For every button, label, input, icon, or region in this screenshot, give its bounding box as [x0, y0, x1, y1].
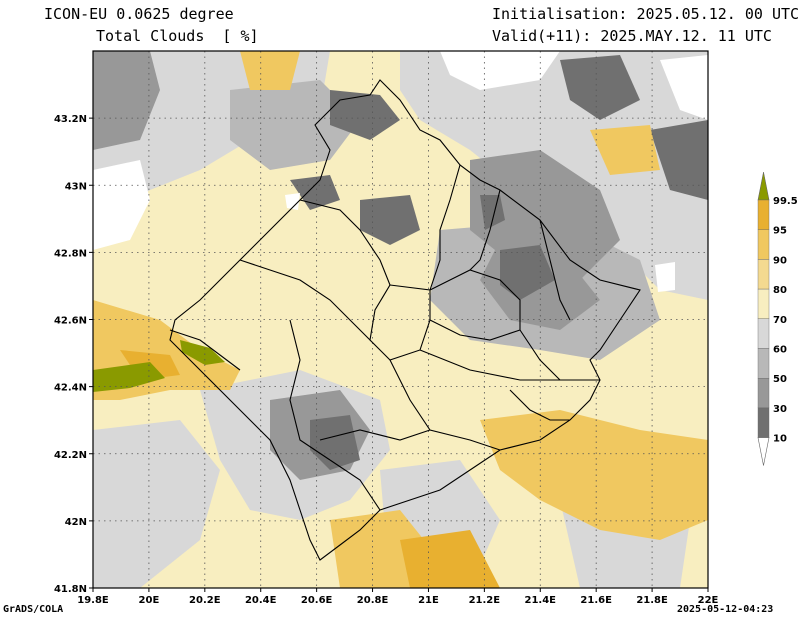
colorbar-segment	[757, 318, 770, 349]
timestamp-label: 2025-05-12-04:23	[677, 604, 774, 615]
colorbar-segment	[757, 229, 770, 260]
colorbar-label: 70	[773, 315, 787, 326]
colorbar-segment	[757, 288, 770, 320]
lat-tick-label: 42N	[65, 517, 87, 528]
init-time: Initialisation: 2025.05.12. 00 UTC	[492, 5, 800, 23]
credit-label: GrADS/COLA	[3, 604, 64, 615]
colorbar-label: 60	[773, 345, 787, 356]
colorbar-segment	[757, 259, 770, 290]
colorbar-label: 80	[773, 285, 787, 296]
lon-tick-label: 21.8E	[636, 595, 668, 606]
lat-tick-label: 42.8N	[54, 248, 87, 259]
model-title: ICON-EU 0.0625 degree	[44, 5, 234, 23]
lon-tick-label: 21.2E	[469, 595, 501, 606]
colorbar: 99.5 95 90 80 70 60 50 30 10	[757, 171, 798, 466]
lon-tick-label: 21.6E	[580, 595, 612, 606]
colorbar-bottom-triangle	[757, 437, 770, 466]
lon-tick-label: 19.8E	[77, 595, 109, 606]
colorbar-label: 10	[773, 434, 787, 445]
lon-tick-label: 20.4E	[245, 595, 277, 606]
colorbar-top-triangle	[757, 171, 770, 201]
lon-tick-label: 22E	[698, 595, 719, 606]
colorbar-label: 95	[773, 226, 787, 237]
lat-tick-label: 42.2N	[54, 450, 87, 461]
lat-tick-label: 43N	[65, 181, 87, 192]
variable-title: Total Clouds [ %]	[96, 27, 259, 45]
lon-tick-label: 21.4E	[525, 595, 557, 606]
colorbar-segment	[757, 348, 770, 379]
colorbar-segment	[757, 407, 770, 438]
colorbar-label: 50	[773, 374, 787, 385]
lat-tick-label: 43.2N	[54, 114, 87, 125]
colorbar-label: 99.5	[773, 196, 798, 207]
lat-tick-label: 42.6N	[54, 316, 87, 327]
colorbar-label: 30	[773, 404, 787, 415]
lat-tick-label: 41.8N	[54, 584, 87, 595]
lon-tick-label: 20.8E	[357, 595, 389, 606]
lon-tick-label: 20.2E	[189, 595, 221, 606]
colorbar-segment	[757, 199, 770, 230]
colorbar-label: 90	[773, 255, 787, 266]
colorbar-segment	[757, 378, 770, 409]
lon-tick-label: 21E	[418, 595, 439, 606]
admin-borders	[169, 79, 641, 561]
grid-lines	[93, 51, 708, 588]
valid-time: Valid(+11): 2025.MAY.12. 11 UTC	[492, 27, 772, 45]
lon-tick-label: 20E	[139, 595, 160, 606]
lat-tick-label: 42.4N	[54, 383, 87, 394]
axis-ticks: 19.8E 20E 20.2E 20.4E 20.6E 20.8E 21E 21.2E 21.4…	[54, 114, 719, 606]
lon-tick-label: 20.6E	[301, 595, 333, 606]
